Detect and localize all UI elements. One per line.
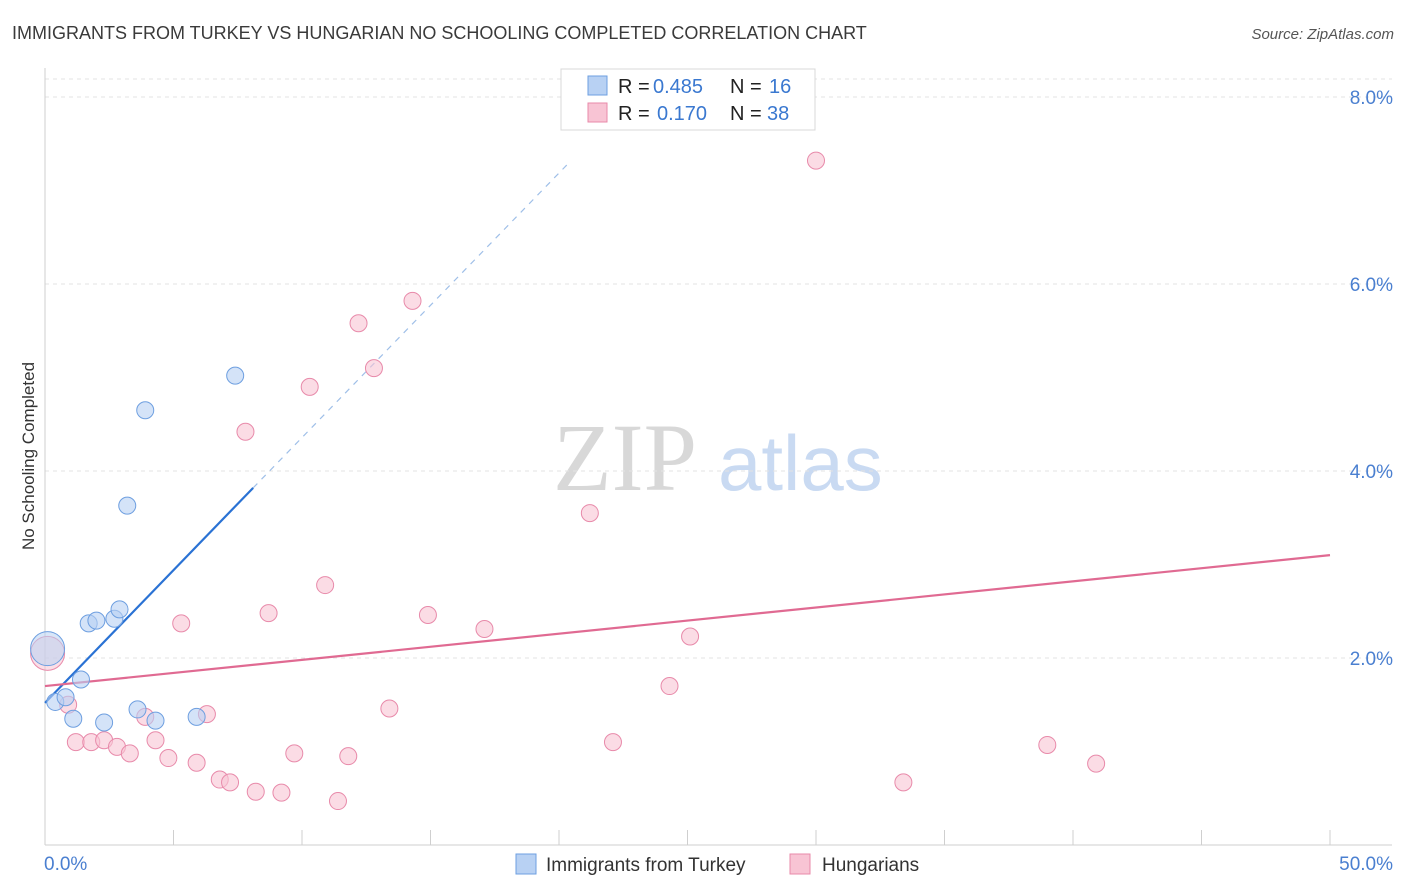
point-hungarians-31 xyxy=(603,733,622,752)
point-turkey-14 xyxy=(187,707,206,726)
point-hungarians-16 xyxy=(246,782,265,801)
y-tick-label-1: 4.0% xyxy=(1350,462,1393,483)
point-hungarians-6 xyxy=(120,744,139,763)
legend-r-label-turkey: R = xyxy=(618,76,650,98)
point-hungarians-9 xyxy=(159,749,178,768)
point-hungarians-33 xyxy=(681,627,700,646)
gridlines xyxy=(45,78,1392,659)
point-turkey-10 xyxy=(118,496,137,515)
point-hungarians-30 xyxy=(580,504,599,523)
point-hungarians-15 xyxy=(236,422,255,441)
watermark-zip: ZIP xyxy=(553,404,697,511)
point-hungarians-37 xyxy=(1087,754,1106,773)
series-legend-swatch-turkey xyxy=(515,853,537,875)
y-tick-labels: 2.0% 4.0% 6.0% 8.0% xyxy=(1350,88,1393,670)
series-legend-label-hungarians: Hungarians xyxy=(822,855,919,876)
point-hungarians-34 xyxy=(807,151,825,170)
legend-swatch-hungarians xyxy=(587,102,608,123)
point-turkey-13 xyxy=(146,711,165,730)
point-hungarians-10 xyxy=(172,614,191,633)
point-hungarians-27 xyxy=(403,291,422,310)
y-tick-label-3: 8.0% xyxy=(1350,88,1393,109)
chart-source: Source: ZipAtlas.com xyxy=(1251,26,1394,43)
point-turkey-6 xyxy=(87,611,106,630)
point-hungarians-18 xyxy=(272,783,291,802)
series-legend-label-turkey: Immigrants from Turkey xyxy=(546,855,746,876)
stats-legend: R = 0.485 N = 16 R = 0.170 N = 38 xyxy=(560,68,816,131)
point-turkey-15 xyxy=(226,366,245,385)
legend-r-value-hungarians: 0.170 xyxy=(657,103,707,125)
point-turkey-9 xyxy=(110,600,129,619)
point-hungarians-23 xyxy=(339,747,358,766)
point-hungarians-22 xyxy=(328,792,347,811)
point-turkey-7 xyxy=(95,713,114,732)
point-hungarians-26 xyxy=(380,699,399,718)
point-hungarians-36 xyxy=(1038,735,1057,754)
legend-r-label-hungarians: R = xyxy=(618,103,650,125)
point-hungarians-21 xyxy=(316,576,335,595)
point-hungarians-24 xyxy=(349,314,368,333)
y-tick-label-2: 6.0% xyxy=(1350,275,1393,296)
point-hungarians-32 xyxy=(660,677,679,696)
point-hungarians-19 xyxy=(285,744,304,763)
series-legend: Immigrants from Turkey Hungarians xyxy=(515,853,919,876)
point-hungarians-28 xyxy=(418,605,437,624)
legend-r-value-turkey: 0.485 xyxy=(653,76,703,98)
point-hungarians-17 xyxy=(259,604,278,623)
x-tick-marks xyxy=(44,830,1331,845)
trend-line-turkey xyxy=(44,487,254,704)
point-hungarians-11 xyxy=(187,753,206,772)
legend-n-value-turkey: 16 xyxy=(769,76,791,98)
point-hungarians-29 xyxy=(475,620,494,639)
point-hungarians-14 xyxy=(221,773,240,792)
data-points xyxy=(30,151,1106,811)
point-turkey-4 xyxy=(71,670,90,689)
legend-n-value-hungarians: 38 xyxy=(767,103,789,125)
trend-line-hungarians xyxy=(44,554,1331,688)
trend-lines xyxy=(44,162,1331,704)
legend-n-label-hungarians: N = xyxy=(730,103,762,125)
point-hungarians-8 xyxy=(146,731,165,750)
point-turkey-0 xyxy=(30,631,66,667)
chart-title: IMMIGRANTS FROM TURKEY VS HUNGARIAN NO S… xyxy=(12,23,867,43)
point-turkey-11 xyxy=(128,700,147,719)
point-turkey-12 xyxy=(136,401,155,420)
trend-line-extension-turkey xyxy=(252,162,570,489)
y-tick-label-0: 2.0% xyxy=(1350,649,1393,670)
point-turkey-2 xyxy=(56,688,75,707)
point-turkey-3 xyxy=(64,709,83,728)
legend-n-label-turkey: N = xyxy=(730,76,762,98)
point-hungarians-35 xyxy=(894,773,913,792)
x-tick-label-max: 50.0% xyxy=(1339,854,1393,875)
point-hungarians-20 xyxy=(300,377,319,396)
series-legend-swatch-hungarians xyxy=(789,853,811,875)
watermark: ZIP atlas xyxy=(553,404,883,511)
point-hungarians-2 xyxy=(66,733,85,752)
y-axis-label: No Schooling Completed xyxy=(19,362,38,550)
legend-swatch-turkey xyxy=(587,75,608,96)
watermark-atlas: atlas xyxy=(718,419,883,507)
point-hungarians-25 xyxy=(364,359,383,378)
x-tick-label-min: 0.0% xyxy=(44,854,87,875)
